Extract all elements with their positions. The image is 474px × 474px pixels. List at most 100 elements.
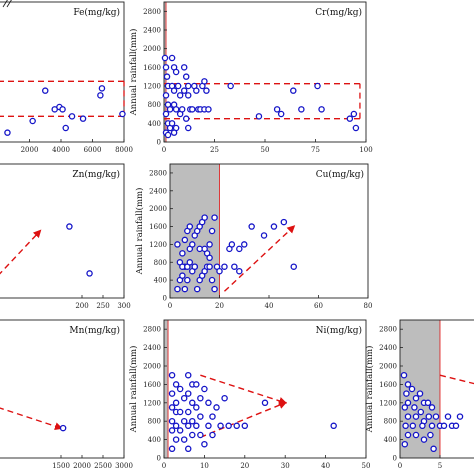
data-point <box>180 436 188 443</box>
data-point <box>298 106 305 113</box>
x-tick-label: 60 <box>314 302 323 310</box>
data-point <box>420 436 428 443</box>
data-point <box>184 445 192 453</box>
axes-frame <box>163 1 367 143</box>
data-point <box>401 440 409 448</box>
data-point <box>172 106 180 113</box>
x-tick-label: 50 <box>362 462 371 470</box>
data-point <box>189 106 196 113</box>
data-point <box>290 263 297 270</box>
data-point <box>318 106 325 113</box>
data-point <box>408 385 416 393</box>
panel-title: Ni(mg/kg) <box>316 325 362 336</box>
y-tick-label: 800 <box>154 259 167 267</box>
data-point <box>228 241 236 248</box>
data-point <box>172 399 180 407</box>
data-point <box>404 381 412 388</box>
trend-arrow <box>200 401 288 438</box>
data-point <box>270 223 278 230</box>
y-tick-label: 400 <box>384 436 397 444</box>
data-point <box>170 87 178 94</box>
data-point <box>180 417 188 425</box>
shaded-region <box>164 2 167 142</box>
y-tick-label: 400 <box>148 120 161 128</box>
data-point <box>193 87 200 94</box>
data-point <box>205 399 212 407</box>
data-point <box>193 285 201 293</box>
data-point <box>180 64 188 71</box>
panel-title: Cu(mg/kg) <box>316 169 364 180</box>
data-point <box>181 285 189 293</box>
data-point <box>79 115 87 122</box>
data-point <box>97 92 104 99</box>
data-point <box>168 371 176 379</box>
data-point <box>201 245 208 253</box>
data-point <box>440 422 448 430</box>
data-point <box>346 115 354 122</box>
x-tick-label: 2000 <box>21 146 39 154</box>
x-tick-label: 2500 <box>94 462 112 470</box>
y-tick-label: 2800 <box>149 169 167 177</box>
data-point <box>330 422 337 430</box>
data-point <box>184 124 192 132</box>
data-point <box>201 385 208 393</box>
x-tick-label: 8000 <box>115 146 133 154</box>
panel-2: 200 250 300 Zn(mg/kg) <box>0 163 131 310</box>
x-tick-label: 40 <box>265 302 274 310</box>
data-point <box>208 276 216 284</box>
data-point <box>176 408 184 416</box>
y-tick-label: 0 <box>163 295 167 303</box>
data-point <box>209 431 216 439</box>
data-point <box>162 110 170 118</box>
x-tick-label: 10 <box>200 462 209 470</box>
data-point <box>404 431 412 439</box>
y-tick-label: 1600 <box>149 223 167 231</box>
data-point <box>98 85 106 92</box>
data-point <box>416 390 424 397</box>
data-point <box>168 54 176 62</box>
panel-3: 0 20 40 60 80040080012001600200024002800Annu… <box>134 163 372 310</box>
data-point <box>184 408 192 416</box>
y-axis-label: Annual rainfall(mm) <box>364 346 375 434</box>
data-point <box>174 241 181 248</box>
data-point <box>168 404 176 411</box>
data-point <box>314 82 321 90</box>
data-point <box>401 404 409 411</box>
data-point <box>162 92 170 99</box>
data-point <box>168 120 176 127</box>
x-tick-label: 0 <box>162 462 166 470</box>
data-point <box>350 110 358 118</box>
data-point <box>428 404 436 411</box>
data-point <box>4 129 11 136</box>
y-tick-label: 800 <box>148 101 161 109</box>
y-tick-label: 2800 <box>143 8 161 16</box>
data-point <box>206 263 213 270</box>
data-point <box>29 117 36 125</box>
y-tick-label: 400 <box>148 436 161 444</box>
x-tick-label: 40 <box>321 462 330 470</box>
trend-arrow <box>0 407 63 431</box>
data-point <box>42 87 49 94</box>
data-point <box>277 110 285 118</box>
y-tick-label: 2800 <box>379 326 397 334</box>
data-point <box>213 404 220 411</box>
x-tick-label: 200 <box>75 302 88 310</box>
data-point <box>162 64 170 71</box>
y-axis-label: Annual rainfall(mm) <box>128 346 139 434</box>
x-tick-label: 50 <box>261 146 270 154</box>
data-point <box>201 78 208 85</box>
data-point <box>189 417 196 425</box>
data-point <box>233 422 240 430</box>
data-point <box>221 263 228 270</box>
data-point <box>236 245 243 253</box>
data-point <box>179 272 186 279</box>
data-point <box>186 223 194 230</box>
data-point <box>412 413 420 420</box>
axis-break-mark <box>2 0 12 8</box>
data-point <box>168 445 176 453</box>
trend-arrow <box>223 225 296 292</box>
data-point <box>432 413 440 420</box>
axes-frame <box>163 319 367 459</box>
y-tick-label: 2000 <box>143 45 161 53</box>
